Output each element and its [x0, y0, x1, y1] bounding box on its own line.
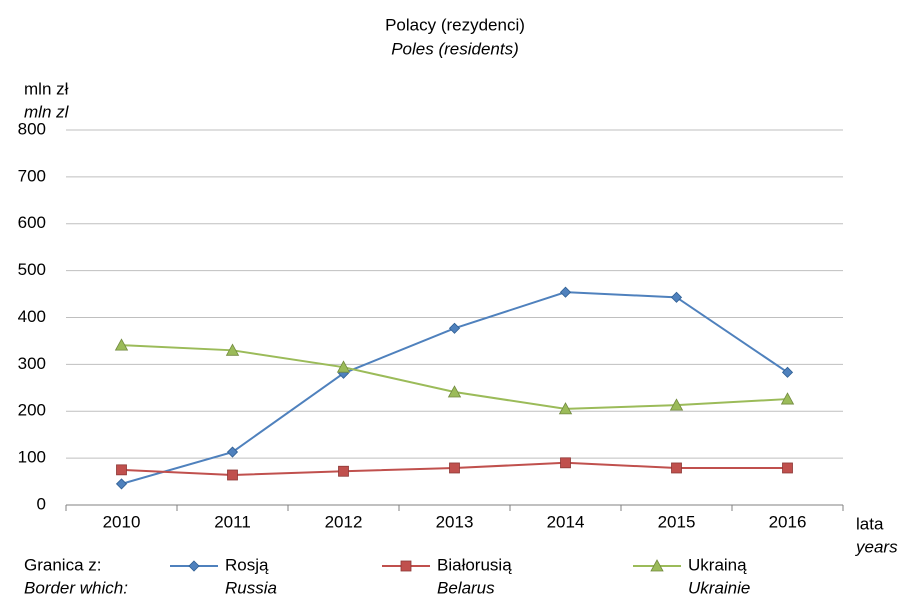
chart-title: Polacy (rezydenci)	[385, 15, 525, 34]
marker	[781, 366, 794, 378]
marker	[669, 398, 684, 411]
legend-title: Granica z:	[24, 555, 101, 574]
marker	[650, 559, 664, 572]
marker	[780, 392, 795, 405]
chart-subtitle: Poles (residents)	[391, 39, 519, 58]
x-tick-label: 2014	[547, 512, 585, 531]
y-axis-label: mln zł	[24, 79, 69, 98]
x-axis-label-en: years	[855, 537, 898, 556]
series-line	[121, 344, 788, 410]
legend-label-en: Belarus	[437, 578, 495, 596]
x-tick-label: 2016	[769, 512, 807, 531]
marker	[336, 360, 351, 373]
legend-label: Białorusią	[437, 555, 512, 574]
y-tick-label: 600	[18, 213, 46, 232]
y-tick-label: 300	[18, 354, 46, 373]
y-tick-label: 500	[18, 260, 46, 279]
y-tick-label: 100	[18, 448, 46, 467]
marker	[227, 469, 238, 481]
x-tick-label: 2011	[214, 512, 251, 531]
marker	[560, 457, 571, 469]
y-tick-label: 0	[37, 494, 46, 513]
legend-label: Ukrainą	[688, 555, 747, 574]
marker	[226, 446, 239, 458]
marker	[225, 343, 240, 356]
marker	[116, 464, 127, 476]
legend-label: Rosją	[225, 555, 269, 574]
y-tick-label: 800	[18, 119, 46, 138]
legend-label-en: Ukrainie	[688, 578, 750, 596]
y-tick-label: 700	[18, 166, 46, 185]
x-tick-label: 2012	[325, 512, 363, 531]
marker	[670, 291, 683, 303]
legend-label-en: Russia	[225, 578, 277, 596]
marker	[448, 322, 461, 334]
marker	[115, 478, 128, 490]
legend-title-en: Border which:	[24, 578, 128, 596]
x-tick-label: 2013	[436, 512, 474, 531]
marker	[338, 465, 349, 477]
x-axis-label: lata	[856, 514, 884, 533]
marker	[558, 402, 573, 415]
marker	[449, 462, 460, 474]
marker	[400, 560, 412, 572]
marker	[559, 286, 572, 298]
x-tick-label: 2015	[658, 512, 696, 531]
y-tick-label: 400	[18, 307, 46, 326]
marker	[114, 338, 129, 351]
x-tick-label: 2010	[103, 512, 141, 531]
marker	[447, 385, 462, 398]
marker	[188, 560, 200, 572]
y-axis-label-en: mln zl	[24, 102, 70, 121]
y-tick-label: 200	[18, 401, 46, 420]
marker	[782, 462, 793, 474]
marker	[671, 462, 682, 474]
